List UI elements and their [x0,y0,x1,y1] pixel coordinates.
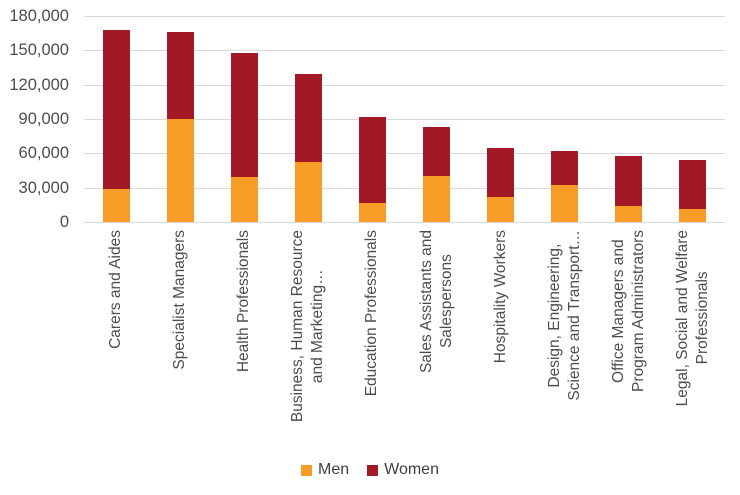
y-axis-tick-label: 60,000 [18,144,69,163]
gridline [84,84,725,86]
bar-segment-women [679,160,707,210]
x-axis-category-label: Design, Engineering, Science and Transpo… [545,230,583,401]
gridline [84,222,725,223]
bar-segment-men [487,196,515,222]
x-axis-label-slot: Design, Engineering, Science and Transpo… [533,230,597,435]
bar-segment-women [423,127,451,177]
bar-segment-men [423,176,451,222]
x-axis-category-label: Office Managers and Program Administrato… [609,230,647,392]
x-axis-label-slot: Office Managers and Program Administrato… [597,230,661,435]
y-axis-tick-label: 150,000 [9,41,69,60]
bar-segment-women [615,155,643,206]
bar-segment-women [166,32,194,119]
x-axis-category-label: Carers and Aides [107,230,125,349]
bar-segment-men [679,209,707,222]
bar-segment-men [615,205,643,222]
legend-label-women: Women [384,461,439,478]
legend-swatch-men [301,464,313,476]
x-axis-label-slot: Sales Assistants and Salespersons [405,230,469,435]
y-axis-tick-label: 180,000 [9,7,69,25]
bar-segment-men [358,202,386,222]
x-axis-label-slot: Legal, Social and Welfare Professionals [661,230,725,435]
legend-entry-women: Women [367,461,439,479]
x-axis-category-label: Business, Human Resource and Marketing… [289,230,327,423]
x-axis-label-slot: Education Professionals [340,230,404,435]
x-axis-category-label: Hospitality Workers [491,230,509,364]
bar-segment-women [358,116,386,203]
x-axis-category-label: Education Professionals [363,230,381,397]
bar-segment-women [294,74,322,163]
chart-legend: Men Women [0,461,740,479]
bar-segment-men [551,185,579,222]
x-axis-label-slot: Specialist Managers [148,230,212,435]
legend-swatch-women [367,464,379,476]
bar-segment-men [166,119,194,222]
gridline [84,50,725,52]
y-axis-tick-label: 0 [59,213,69,231]
x-axis-label-slot: Carers and Aides [84,230,148,435]
bar-segment-men [230,177,258,222]
y-axis-tick-label: 120,000 [9,75,69,94]
bar-segment-women [551,151,579,186]
x-axis-label-slot: Health Professionals [212,230,276,435]
bar-segment-women [230,52,258,178]
gridline [84,16,725,17]
legend-entry-men: Men [301,461,349,479]
gridline [84,187,725,189]
gridline [84,119,725,120]
x-axis-category-label: Sales Assistants and Salespersons [417,230,455,374]
x-axis-category-label: Specialist Managers [171,230,189,370]
bar-segment-men [294,162,322,222]
y-axis-tick-label: 30,000 [18,178,69,197]
x-axis-category-label: Legal, Social and Welfare Professionals [673,230,711,407]
bar-segment-women [487,147,515,197]
bar-segment-women [102,29,130,189]
bar-segment-men [102,188,130,222]
gridline [84,153,725,155]
legend-label-men: Men [318,461,350,478]
x-axis-label-slot: Business, Human Resource and Marketing… [276,230,340,435]
y-axis-tick-label: 90,000 [18,110,69,128]
x-axis-label-slot: Hospitality Workers [469,230,533,435]
x-axis-category-label: Health Professionals [235,230,253,373]
